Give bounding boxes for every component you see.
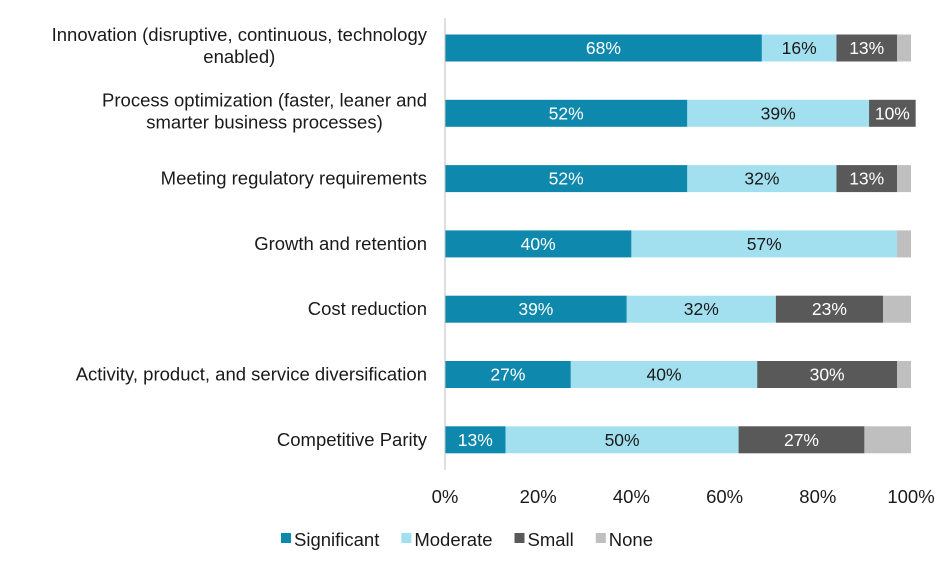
category-label-4: Growth and retention xyxy=(254,233,427,254)
legend-swatch-significant xyxy=(281,533,291,543)
x-tick-label-80: 80% xyxy=(799,486,836,507)
data-label-moderate-2: 39% xyxy=(761,103,796,123)
bar-small-3 xyxy=(836,165,898,193)
bar-small-7 xyxy=(738,426,865,454)
data-label-significant-5: 39% xyxy=(518,299,553,319)
bar-moderate-7 xyxy=(505,426,739,454)
bar-moderate-5 xyxy=(626,295,776,323)
data-label-significant-2: 52% xyxy=(549,103,584,123)
category-label-7: Competitive Parity xyxy=(277,429,428,450)
bar-none-3 xyxy=(897,165,911,193)
data-label-moderate-5: 32% xyxy=(684,299,719,319)
legend-swatch-small xyxy=(514,533,525,543)
bar-small-6 xyxy=(757,361,898,388)
bar-significant-6 xyxy=(445,361,571,388)
data-label-moderate-7: 50% xyxy=(605,430,640,450)
data-label-small-7: 27% xyxy=(784,430,819,450)
data-label-significant-1: 68% xyxy=(586,38,621,58)
bar-moderate-2 xyxy=(687,99,870,127)
bar-significant-4 xyxy=(445,230,632,258)
bar-significant-1 xyxy=(445,34,762,62)
bar-significant-2 xyxy=(445,99,688,127)
bar-small-5 xyxy=(775,295,884,323)
bar-none-7 xyxy=(864,426,911,454)
x-tick-label-20: 20% xyxy=(520,486,557,507)
legend-label-significant: Significant xyxy=(294,529,379,550)
category-label-5: Cost reduction xyxy=(308,298,427,319)
category-labels: Innovation (disruptive, continuous, tech… xyxy=(52,24,428,450)
category-label-1: Innovation (disruptive, continuous, tech… xyxy=(52,24,428,67)
data-label-moderate-3: 32% xyxy=(744,169,779,189)
data-label-small-5: 23% xyxy=(812,299,847,319)
data-label-small-6: 30% xyxy=(810,365,845,385)
data-label-moderate-1: 16% xyxy=(782,38,817,58)
legend-label-none: None xyxy=(609,529,653,550)
bar-none-4 xyxy=(897,230,911,258)
bars-group: 68% 16% 13% 52% 39% 10% 52% 32% 13% 40% 57% 39% 32% 2… xyxy=(445,34,916,454)
bar-significant-7 xyxy=(445,426,506,454)
x-axis-ticks: 0% 20% 40% 60% 80% 100% xyxy=(432,486,935,507)
category-label-6: Activity, product, and service diversifi… xyxy=(76,364,427,385)
data-label-moderate-4: 57% xyxy=(747,234,782,254)
bar-none-6 xyxy=(897,361,911,388)
bar-significant-3 xyxy=(445,165,688,193)
bar-none-5 xyxy=(883,295,911,323)
data-label-significant-3: 52% xyxy=(549,169,584,189)
data-label-small-3: 13% xyxy=(849,169,884,189)
bar-moderate-1 xyxy=(761,34,837,62)
data-label-significant-4: 40% xyxy=(521,234,556,254)
data-label-small-2: 10% xyxy=(875,103,910,123)
data-label-moderate-6: 40% xyxy=(647,365,682,385)
bar-moderate-3 xyxy=(687,165,837,193)
x-tick-label-0: 0% xyxy=(432,486,459,507)
legend-label-small: Small xyxy=(528,529,574,550)
bar-significant-5 xyxy=(445,295,627,323)
x-tick-label-40: 40% xyxy=(613,486,650,507)
bar-small-2 xyxy=(869,99,916,127)
legend-swatch-none xyxy=(595,533,606,543)
bar-small-1 xyxy=(836,34,898,62)
x-tick-label-100: 100% xyxy=(887,486,934,507)
legend-label-moderate: Moderate xyxy=(414,529,492,550)
data-label-significant-6: 27% xyxy=(490,365,525,385)
x-tick-label-60: 60% xyxy=(706,486,743,507)
data-label-small-1: 13% xyxy=(849,38,884,58)
bar-moderate-6 xyxy=(570,361,758,388)
category-label-2: Process optimization (faster, leaner and… xyxy=(102,89,427,132)
bar-moderate-4 xyxy=(631,230,898,258)
legend-swatch-moderate xyxy=(401,533,412,543)
bar-none-1 xyxy=(897,34,911,62)
data-label-significant-7: 13% xyxy=(458,430,493,450)
category-label-3: Meeting regulatory requirements xyxy=(161,168,427,189)
legend: Significant Moderate Small None xyxy=(281,529,653,550)
